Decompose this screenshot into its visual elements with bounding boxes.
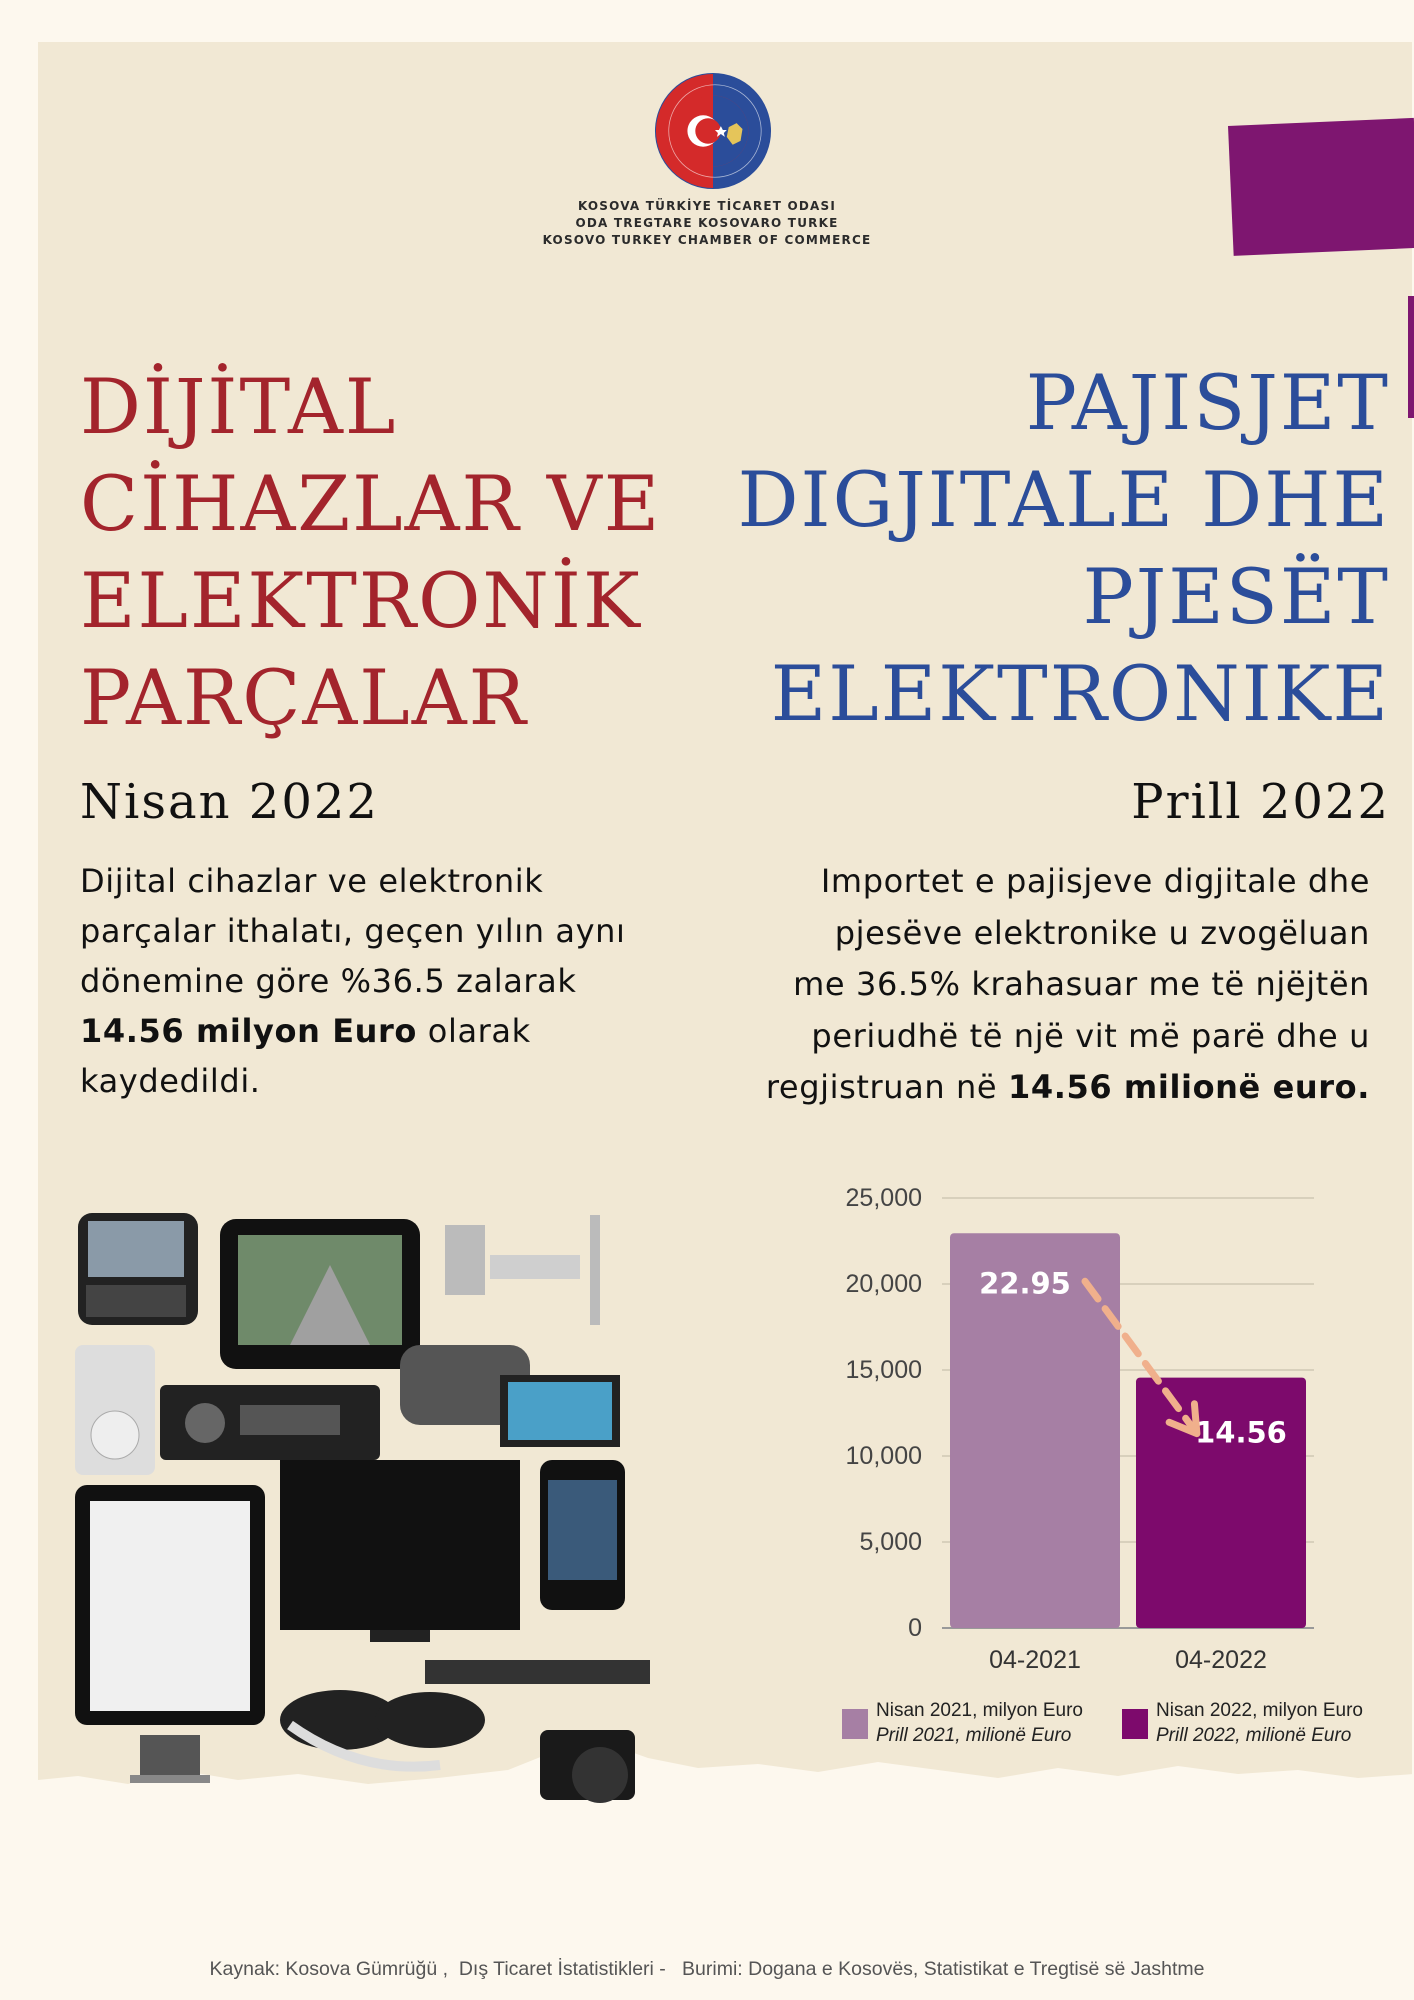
source-footnote: Kaynak: Kosova Gümrüğü , Dış Ticaret İst… [209, 1958, 1205, 1980]
torn-paper-edge [38, 1740, 1414, 1900]
car-stereo-image [160, 1385, 380, 1460]
title-al-line: ELEKTRONIKE [770, 649, 1390, 738]
desc-tr-amount: 14.56 milyon Euro [80, 1012, 418, 1050]
electronic-devices-illustration [75, 1213, 650, 1803]
bar-04-2022 [1136, 1377, 1306, 1628]
desc-al-line: regjistruan në 14.56 milionë euro. [730, 1062, 1370, 1114]
dslr-camera-image [540, 1730, 635, 1803]
desc-tr-line: kaydedildi. [80, 1062, 261, 1100]
television-image [280, 1460, 520, 1642]
legend-2022-line1: Nisan 2022, milyon Euro [1156, 1700, 1363, 1721]
chart-x-axis: 04-2021 04-2022 [989, 1646, 1267, 1674]
camcorder-image [400, 1345, 620, 1447]
laptop-image [130, 1735, 210, 1783]
title-al-line: PJESËT [1082, 552, 1390, 641]
bar-04-2021 [950, 1233, 1120, 1628]
date-turkish: Nisan 2022 [80, 774, 379, 830]
date-albanian: Prill 2022 [1131, 774, 1390, 830]
title-tr-line: DİJİTAL [80, 362, 398, 451]
legend-2022-line2: Prill 2022, milionë Euro [1156, 1725, 1352, 1746]
chart-data-labels: 22.95 14.56 [979, 1266, 1287, 1449]
chart-bars [950, 1233, 1306, 1628]
legend-item-2022: Nisan 2022, milyon Euro Prill 2022, mili… [1122, 1698, 1363, 1748]
chart-y-axis: 25,000 20,000 15,000 10,000 5,000 0 [846, 1184, 922, 1642]
dvd-player-image [425, 1660, 650, 1684]
y-tick-label: 10,000 [846, 1442, 922, 1470]
data-label: 14.56 [1195, 1416, 1287, 1450]
desc-tr-after: olarak [417, 1012, 531, 1050]
org-name-albanian: ODA TREGTARE KOSOVARO TURKE [575, 216, 839, 230]
legend-swatch-2022 [1122, 1709, 1148, 1739]
legend-2021-line1: Nisan 2021, milyon Euro [876, 1700, 1083, 1721]
desc-tr-line: 14.56 milyon Euro olarak [80, 1006, 680, 1056]
desc-al-line: me 36.5% krahasuar me të njëjtën [793, 965, 1370, 1003]
legend-swatch-2021 [842, 1709, 868, 1739]
legend-item-2021: Nisan 2021, milyon Euro Prill 2021, mili… [842, 1698, 1083, 1748]
smartphone-slider-image [78, 1213, 198, 1325]
data-label: 22.95 [979, 1266, 1071, 1300]
description-turkish: Dijital cihazlar ve elektronik parçalar … [80, 856, 680, 1106]
desc-tr-line: Dijital cihazlar ve elektronik [80, 862, 544, 900]
title-tr-line: CİHAZLAR VE [80, 459, 662, 548]
y-tick-label: 0 [908, 1614, 922, 1642]
organization-name: KOSOVA TÜRKİYE TİCARET ODASI ODA TREGTAR… [0, 198, 1414, 249]
description-albanian: Importet e pajisjeve digjitale dhe pjesë… [730, 856, 1370, 1114]
y-tick-label: 25,000 [846, 1184, 922, 1212]
decorative-purple-bar [1408, 296, 1414, 418]
trend-arrow [1081, 1277, 1201, 1438]
org-name-turkish: KOSOVA TÜRKİYE TİCARET ODASI [577, 199, 837, 213]
title-al-line: DIGJITALE DHE [737, 455, 1390, 544]
desc-al-before: regjistruan në [765, 1068, 1008, 1106]
desc-tr-line: dönemine göre %36.5 zalarak [80, 962, 577, 1000]
smartphone-image [540, 1460, 625, 1610]
mp3-player-image [75, 1345, 155, 1475]
title-tr-line: ELEKTRONİK [80, 556, 642, 645]
title-tr-line: PARÇALAR [80, 653, 528, 742]
desc-al-amount: 14.56 milionë euro. [1007, 1068, 1370, 1106]
title-al-line: PAJISJET [1025, 358, 1390, 447]
tablet-image [75, 1485, 265, 1725]
legend-2021-line2: Prill 2021, milionë Euro [876, 1725, 1072, 1746]
trend-arrow-line [1081, 1277, 1195, 1430]
trend-arrow-head [1165, 1400, 1201, 1438]
y-tick-label: 20,000 [846, 1270, 922, 1298]
title-albanian: PAJISJET DIGJITALE DHE PJESËT ELEKTRONIK… [670, 354, 1390, 742]
home-theater-image [445, 1215, 600, 1325]
x-tick-label: 04-2022 [1175, 1646, 1267, 1674]
gps-navigator-image [220, 1219, 420, 1369]
desc-tr-line: parçalar ithalatı, geçen yılın aynı [80, 912, 626, 950]
title-turkish: DİJİTAL CİHAZLAR VE ELEKTRONİK PARÇALAR [80, 358, 700, 746]
desc-al-line: periudhë të një vit më parë dhe u [811, 1016, 1370, 1055]
y-tick-label: 5,000 [859, 1528, 922, 1556]
org-name-english: KOSOVO TURKEY CHAMBER OF COMMERCE [542, 233, 872, 247]
chamber-logo [654, 72, 772, 190]
desc-al-line: Importet e pajisjeve digjitale dhe [820, 862, 1370, 900]
x-tick-label: 04-2021 [989, 1646, 1081, 1674]
3d-glasses-image [280, 1690, 485, 1772]
y-tick-label: 15,000 [846, 1356, 922, 1384]
desc-al-line: pjesëve elektronike u zvogëluan [834, 913, 1370, 952]
